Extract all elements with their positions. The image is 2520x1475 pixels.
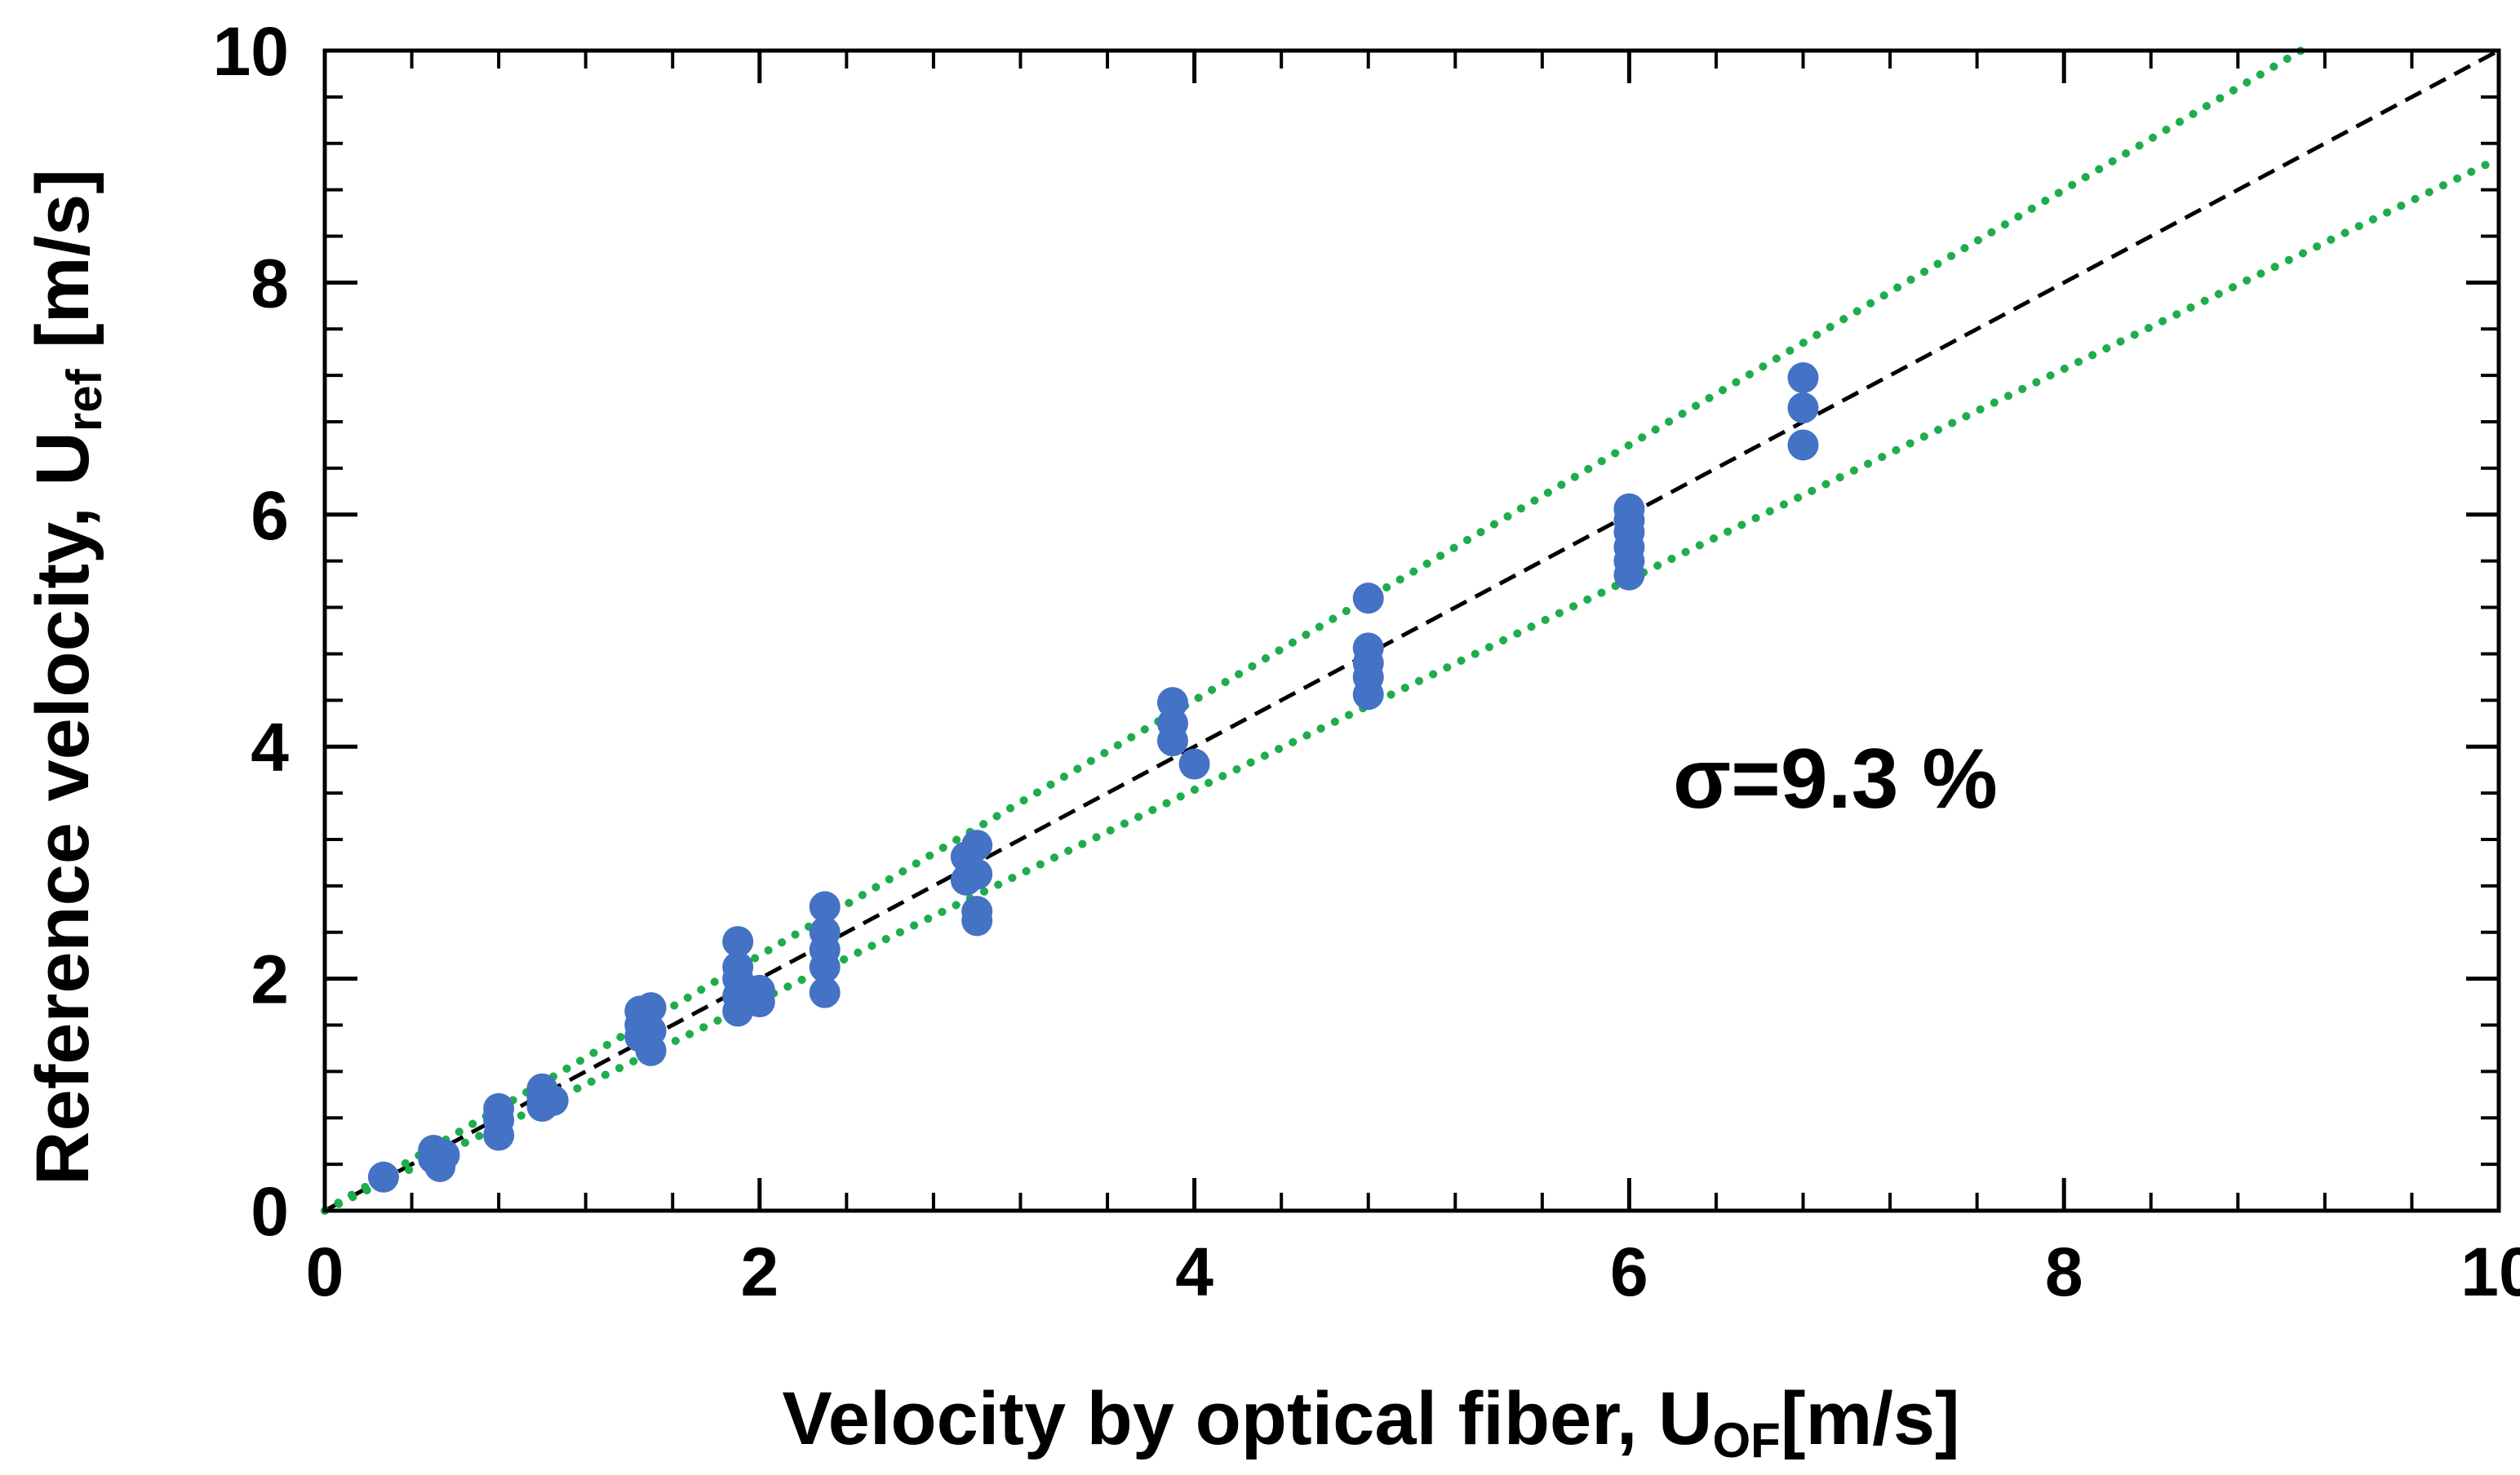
data-points — [367, 362, 1819, 1193]
y-tick-label: 6 — [251, 477, 289, 554]
data-point — [1156, 687, 1188, 719]
y-tick-label: 4 — [251, 709, 289, 786]
x-tick-labels: 0 2 4 6 8 10 — [306, 1234, 2520, 1310]
x-tick-label: 6 — [1610, 1234, 1648, 1310]
data-point — [961, 896, 993, 928]
data-point — [635, 1015, 667, 1047]
data-point — [1352, 582, 1384, 614]
data-point — [635, 992, 667, 1024]
x-tick-label: 2 — [740, 1234, 779, 1310]
data-point — [537, 1084, 569, 1116]
guide-lines — [321, 47, 2503, 1215]
y-axis-title-unit: [m/s] — [21, 169, 104, 369]
x-tick-label: 0 — [306, 1234, 344, 1310]
data-point — [722, 951, 754, 983]
data-point — [809, 891, 841, 923]
data-point — [1787, 362, 1819, 394]
y-tick-label: 10 — [213, 13, 289, 90]
data-point — [1787, 392, 1819, 423]
y-axis-title-subscript: ref — [57, 368, 112, 432]
x-tick-label: 4 — [1175, 1234, 1213, 1310]
bound-line — [321, 154, 2503, 1215]
data-point — [809, 916, 841, 948]
data-point — [961, 858, 993, 890]
data-point — [809, 977, 841, 1008]
y-tick-label: 2 — [251, 941, 289, 1018]
data-point — [367, 1161, 399, 1193]
x-tick-label: 8 — [2045, 1234, 2083, 1310]
data-point — [483, 1092, 515, 1124]
data-point — [722, 926, 754, 958]
data-point — [961, 830, 993, 862]
data-point — [1613, 493, 1645, 525]
bound-line — [321, 47, 2305, 1215]
sigma-annotation: σ=9.3 % — [1673, 732, 1998, 826]
data-point — [743, 974, 775, 1006]
data-point — [1787, 429, 1819, 461]
data-point — [428, 1139, 460, 1171]
y-tick-label: 0 — [251, 1173, 289, 1250]
y-axis-title-main: Reference velocity, U — [21, 432, 104, 1185]
plot-frame — [322, 48, 2501, 1213]
x-axis-title-unit: [m/s] — [1781, 1377, 1960, 1460]
x-axis-title: Velocity by optical fiber, UOF[m/s] — [782, 1377, 1959, 1468]
y-axis-title: Reference velocity, Uref [m/s] — [21, 169, 112, 1185]
reference-line — [323, 48, 2500, 1213]
x-axis-title-subscript: OF — [1712, 1413, 1780, 1468]
y-tick-label: 8 — [251, 245, 289, 321]
y-tick-labels: 0 2 4 6 8 10 — [213, 13, 290, 1250]
data-point — [1178, 748, 1210, 780]
data-point — [1352, 632, 1384, 664]
x-axis-title-main: Velocity by optical fiber, U — [782, 1377, 1712, 1460]
x-tick-label: 10 — [2460, 1234, 2520, 1310]
